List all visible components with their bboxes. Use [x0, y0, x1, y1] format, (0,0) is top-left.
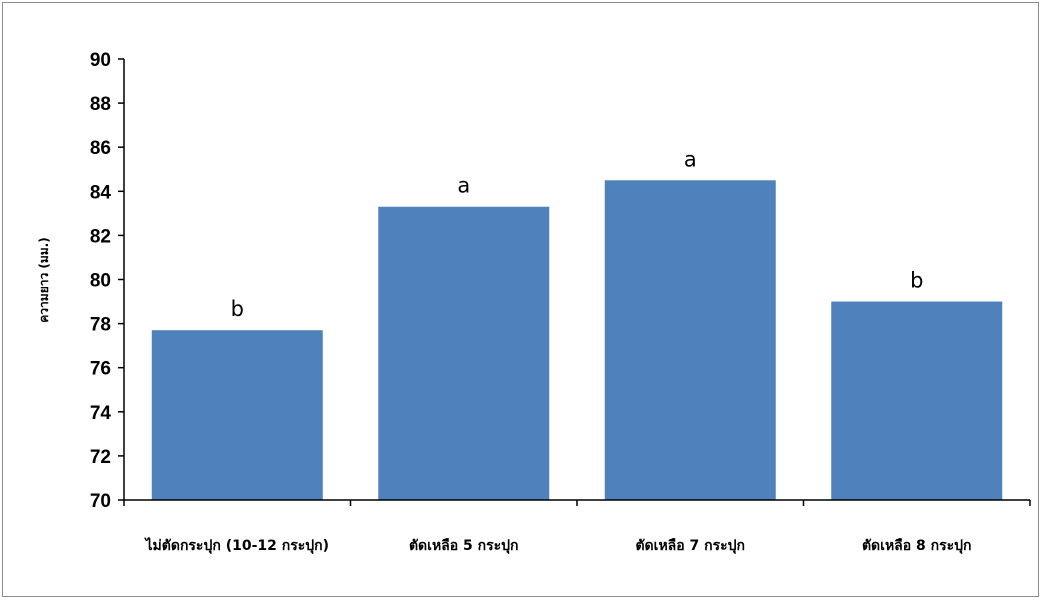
bar: [378, 206, 550, 501]
significance-label: b: [231, 297, 244, 321]
bars: [151, 180, 1003, 501]
x-category-label: ตัดเหลือ 8 กระปุก: [862, 538, 972, 554]
y-tick-label: 76: [90, 359, 111, 380]
y-tick-label: 84: [90, 182, 112, 203]
significance-label: a: [684, 147, 697, 171]
y-tick-label: 80: [90, 271, 111, 292]
x-category-label: ไม่ตัดกระปุก (10-12 กระปุก): [143, 536, 329, 554]
x-category-label: ตัดเหลือ 5 กระปุก: [409, 538, 519, 554]
bar: [831, 301, 1003, 500]
significance-labels: b a a b: [231, 147, 924, 321]
y-tick-label: 90: [90, 50, 111, 71]
y-tick-label: 78: [90, 315, 111, 336]
significance-label: b: [910, 269, 923, 293]
y-tick-label: 74: [90, 403, 112, 424]
y-tick-label: 70: [90, 491, 111, 512]
bar: [604, 180, 776, 500]
y-tick-label: 82: [90, 226, 111, 247]
y-axis-ticks: 70 72 74 76 78 80 82 84 86 88 90: [90, 50, 124, 512]
bar: [151, 330, 323, 500]
x-category-label: ตัดเหลือ 7 กระปุก: [635, 538, 745, 554]
y-tick-label: 86: [90, 138, 111, 159]
y-axis-label: ความยาว (มม.): [37, 237, 51, 322]
y-tick-label: 88: [90, 94, 111, 115]
significance-label: a: [457, 174, 470, 198]
y-tick-label: 72: [90, 447, 111, 468]
x-axis-labels: ไม่ตัดกระปุก (10-12 กระปุก) ตัดเหลือ 5 กร…: [123, 500, 1031, 554]
